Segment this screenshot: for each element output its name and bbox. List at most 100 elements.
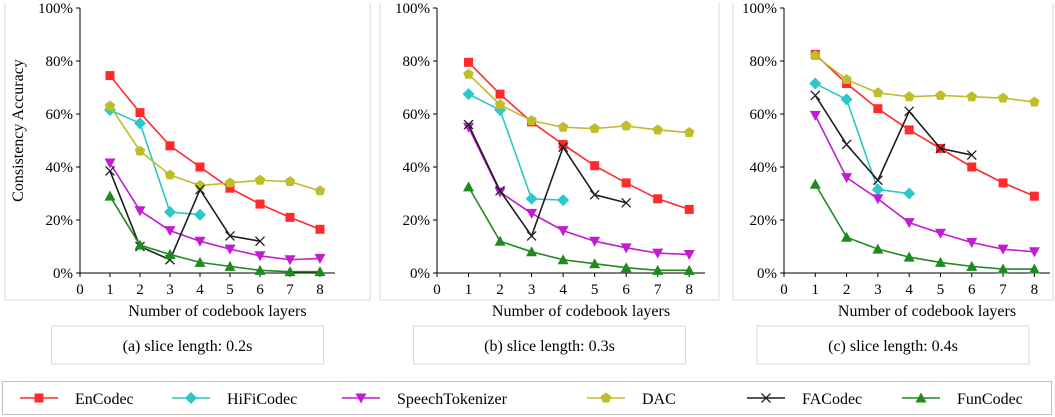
data-point-facodec bbox=[935, 143, 946, 154]
data-point-encodec bbox=[315, 224, 325, 234]
data-point-funcodec bbox=[134, 239, 146, 250]
chart-caption: (a) slice length: 0.2s bbox=[123, 338, 253, 355]
series-line-dac bbox=[814, 55, 1035, 103]
legend-marker bbox=[34, 393, 44, 403]
legend-marker bbox=[761, 393, 771, 403]
data-point-speechtokenizer bbox=[652, 248, 664, 259]
series-line-facodec bbox=[467, 124, 627, 238]
data-point-facodec bbox=[558, 142, 569, 153]
legend-label: DAC bbox=[642, 391, 676, 408]
data-point-funcodec bbox=[841, 231, 853, 242]
x-tick-label: 4 bbox=[559, 282, 567, 298]
data-point-hificodec bbox=[871, 183, 884, 196]
data-point-funcodec bbox=[966, 260, 978, 271]
data-point-encodec bbox=[195, 162, 205, 172]
series-dac bbox=[810, 50, 1040, 107]
x-tick-label: 6 bbox=[968, 282, 976, 298]
x-tick-label: 0 bbox=[76, 282, 84, 298]
data-point-facodec bbox=[225, 230, 235, 241]
y-tick-label: 100% bbox=[395, 1, 430, 17]
legend-label: HiFiCodec bbox=[227, 391, 297, 408]
y-tick-label: 80% bbox=[46, 54, 74, 70]
data-point-dac bbox=[841, 74, 852, 84]
data-point-encodec bbox=[684, 204, 694, 214]
x-tick-label: 1 bbox=[465, 282, 473, 298]
legend: EnCodec HiFiCodec SpeechTokenizer DAC FACode… bbox=[2, 381, 1052, 415]
data-point-encodec bbox=[904, 125, 914, 135]
series-line-speechtokenizer bbox=[467, 126, 690, 256]
data-point-facodec bbox=[841, 139, 852, 150]
y-tick-label: 80% bbox=[750, 54, 778, 70]
y-tick-label: 60% bbox=[46, 107, 74, 123]
series-line-speechtokenizer bbox=[109, 162, 321, 261]
data-point-encodec bbox=[165, 141, 175, 151]
caption-box bbox=[51, 325, 324, 365]
data-point-funcodec bbox=[934, 256, 946, 267]
data-point-speechtokenizer bbox=[284, 255, 296, 266]
data-point-hificodec bbox=[134, 117, 146, 130]
data-point-funcodec bbox=[526, 246, 538, 257]
legend-entry-hificodec: HiFiCodec bbox=[172, 391, 297, 408]
x-axis-label: Number of codebook layers bbox=[838, 303, 1016, 320]
legend-box bbox=[2, 381, 1052, 415]
data-point-encodec bbox=[558, 139, 568, 149]
data-point-funcodec bbox=[872, 243, 884, 254]
x-tick-label: 4 bbox=[905, 282, 913, 298]
chart-caption: (b) slice length: 0.3s bbox=[484, 338, 615, 355]
data-point-hificodec bbox=[164, 206, 176, 219]
data-point-speechtokenizer bbox=[966, 238, 978, 249]
y-tick-label: 0% bbox=[757, 266, 777, 282]
data-point-facodec bbox=[589, 189, 600, 200]
x-tick-label: 4 bbox=[196, 282, 204, 298]
data-point-speechtokenizer bbox=[164, 226, 176, 237]
data-point-facodec bbox=[463, 119, 474, 130]
data-point-encodec bbox=[135, 108, 145, 118]
y-tick-label: 0% bbox=[53, 266, 73, 282]
data-point-dac bbox=[104, 100, 116, 111]
legend-label: SpeechTokenizer bbox=[397, 391, 508, 408]
series-line-facodec bbox=[814, 95, 972, 182]
data-point-encodec bbox=[105, 71, 115, 81]
chart-1: 0% 20% 40% 60% 80% 100% 0 1 2 3 4 5 6 7 8 Number of cod… bbox=[4, 1, 371, 365]
data-point-funcodec bbox=[903, 251, 915, 262]
data-point-hificodec bbox=[840, 93, 853, 106]
data-point-speechtokenizer bbox=[314, 253, 326, 264]
data-point-dac bbox=[620, 120, 632, 131]
data-point-speechtokenizer bbox=[903, 218, 915, 229]
legend-label: EnCodec bbox=[75, 391, 134, 408]
data-point-speechtokenizer bbox=[809, 110, 821, 121]
data-point-speechtokenizer bbox=[589, 236, 601, 247]
x-tick-label: 6 bbox=[256, 282, 264, 298]
data-point-facodec bbox=[195, 184, 205, 195]
legend-label: FunCodec bbox=[957, 391, 1023, 408]
series-line-hificodec bbox=[814, 82, 910, 195]
legend-label: FACodec bbox=[802, 391, 862, 408]
legend-entry-funcodec: FunCodec bbox=[902, 391, 1023, 408]
data-point-funcodec bbox=[104, 190, 116, 201]
y-tick-label: 20% bbox=[403, 213, 431, 229]
series-speechtokenizer bbox=[463, 122, 695, 260]
series-line-facodec bbox=[109, 170, 261, 261]
data-point-dac bbox=[526, 115, 537, 126]
data-point-encodec bbox=[1029, 191, 1039, 201]
legend-entry-encodec: EnCodec bbox=[20, 391, 134, 408]
data-point-facodec bbox=[966, 150, 977, 161]
x-tick-label: 0 bbox=[433, 282, 441, 298]
series-line-funcodec bbox=[109, 195, 320, 273]
data-point-funcodec bbox=[589, 258, 601, 269]
data-point-funcodec bbox=[997, 263, 1009, 274]
y-tick-label: 20% bbox=[750, 213, 778, 229]
y-axis-label: Consistency Accuracy bbox=[10, 59, 27, 202]
series-funcodec bbox=[809, 178, 1040, 274]
series-line-funcodec bbox=[814, 183, 1035, 270]
data-point-dac bbox=[652, 124, 663, 135]
data-point-encodec bbox=[998, 178, 1008, 188]
data-point-speechtokenizer bbox=[872, 194, 884, 205]
series-line-dac bbox=[109, 105, 321, 192]
data-point-encodec bbox=[464, 57, 474, 67]
data-point-speechtokenizer bbox=[526, 208, 538, 219]
legend-entry-dac: DAC bbox=[587, 391, 676, 408]
data-point-funcodec bbox=[652, 264, 664, 275]
data-point-encodec bbox=[653, 194, 663, 204]
x-tick-label: 7 bbox=[654, 282, 662, 298]
